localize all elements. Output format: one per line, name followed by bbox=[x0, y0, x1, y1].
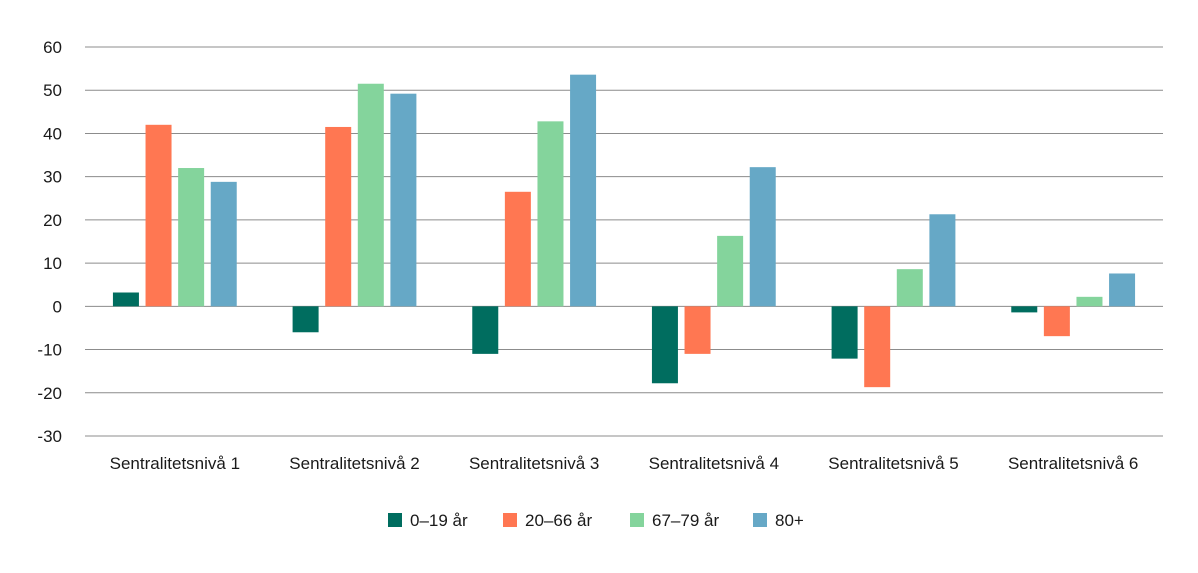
y-tick-label: -20 bbox=[37, 384, 62, 403]
bar-series-1-cat-2 bbox=[504, 191, 531, 307]
bar-series-3-cat-5 bbox=[1109, 273, 1136, 307]
x-category-label: Sentralitetsnivå 4 bbox=[649, 454, 779, 473]
y-tick-label: 50 bbox=[43, 81, 62, 100]
y-tick-label: 40 bbox=[43, 124, 62, 143]
legend-item: 0–19 år bbox=[388, 511, 468, 530]
legend-item: 80+ bbox=[753, 511, 804, 530]
y-tick-label: 30 bbox=[43, 168, 62, 187]
bar-series-0-cat-5 bbox=[1011, 306, 1038, 313]
gridlines bbox=[85, 46, 1163, 437]
bar-series-2-cat-3 bbox=[717, 235, 744, 307]
y-tick-label: 20 bbox=[43, 211, 62, 230]
legend-swatch bbox=[388, 513, 402, 527]
bar-series-2-cat-1 bbox=[357, 83, 384, 307]
bar-series-3-cat-0 bbox=[210, 181, 237, 307]
bar-series-0-cat-2 bbox=[472, 306, 499, 354]
y-tick-label: -30 bbox=[37, 427, 62, 446]
bar-series-2-cat-5 bbox=[1076, 296, 1103, 307]
bar-series-2-cat-2 bbox=[537, 121, 564, 307]
bar-series-1-cat-5 bbox=[1043, 306, 1070, 337]
legend-item: 67–79 år bbox=[630, 511, 719, 530]
x-category-label: Sentralitetsnivå 3 bbox=[469, 454, 599, 473]
bar-series-0-cat-3 bbox=[651, 306, 678, 384]
bar-series-0-cat-1 bbox=[292, 306, 319, 333]
legend-item: 20–66 år bbox=[503, 511, 592, 530]
bar-series-3-cat-4 bbox=[929, 214, 956, 307]
legend: 0–19 år 20–66 år 67–79 år 80+ bbox=[388, 511, 804, 530]
bar-series-3-cat-1 bbox=[390, 93, 417, 307]
bar-series-2-cat-4 bbox=[896, 269, 923, 307]
bar-series-1-cat-0 bbox=[145, 124, 172, 307]
legend-label: 20–66 år bbox=[525, 511, 592, 530]
bar-series-1-cat-1 bbox=[325, 126, 352, 307]
legend-label: 67–79 år bbox=[652, 511, 719, 530]
legend-swatch bbox=[630, 513, 644, 527]
y-tick-label: 10 bbox=[43, 254, 62, 273]
y-tick-label: 0 bbox=[53, 297, 62, 316]
bar-series-3-cat-2 bbox=[570, 74, 597, 307]
bar-series-0-cat-4 bbox=[831, 306, 858, 359]
bars bbox=[112, 74, 1136, 388]
bar-series-2-cat-0 bbox=[178, 168, 205, 307]
x-category-label: Sentralitetsnivå 2 bbox=[289, 454, 419, 473]
bar-series-1-cat-4 bbox=[864, 306, 891, 388]
bar-series-0-cat-0 bbox=[112, 292, 139, 307]
x-axis-category-labels: Sentralitetsnivå 1 Sentralitetsnivå 2 Sent… bbox=[110, 454, 1139, 473]
y-tick-label: -10 bbox=[37, 341, 62, 360]
legend-label: 80+ bbox=[775, 511, 804, 530]
y-tick-label: 60 bbox=[43, 38, 62, 57]
x-category-label: Sentralitetsnivå 5 bbox=[828, 454, 958, 473]
x-category-label: Sentralitetsnivå 6 bbox=[1008, 454, 1138, 473]
legend-label: 0–19 år bbox=[410, 511, 468, 530]
bar-series-1-cat-3 bbox=[684, 306, 711, 354]
y-axis-tick-labels: 60 50 40 30 20 10 0 -10 -20 -30 bbox=[37, 38, 62, 446]
legend-swatch bbox=[753, 513, 767, 527]
bar-series-3-cat-3 bbox=[749, 167, 776, 307]
legend-swatch bbox=[503, 513, 517, 527]
x-category-label: Sentralitetsnivå 1 bbox=[110, 454, 240, 473]
